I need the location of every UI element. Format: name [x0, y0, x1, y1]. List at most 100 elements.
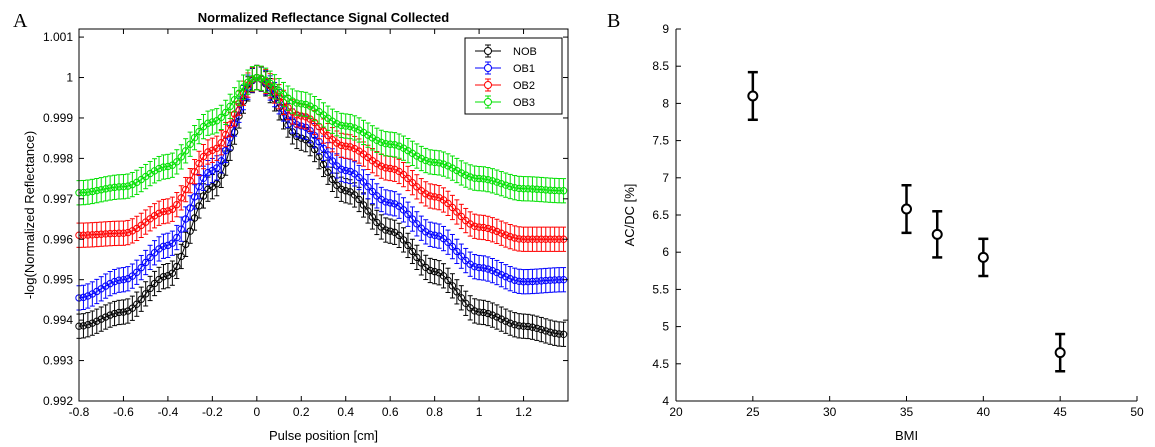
data-point: [542, 186, 550, 194]
data-point: [519, 235, 528, 243]
data-point: [559, 330, 568, 338]
data-point: [204, 185, 212, 193]
data-point: [350, 124, 359, 132]
x-axis-label-b: BMI: [895, 428, 918, 443]
data-point: [546, 328, 554, 336]
data-point: [555, 186, 563, 195]
data-point: [324, 131, 332, 140]
data-point: [484, 309, 492, 318]
data-point: [110, 229, 119, 238]
data-point: [426, 192, 434, 200]
data-point: [204, 168, 212, 177]
legend-entry-ob2: OB2: [475, 78, 535, 92]
data-point: [502, 231, 510, 239]
x-tick-label: 0.2: [293, 405, 310, 419]
data-point: [101, 230, 110, 238]
data-point: [159, 272, 168, 281]
legend-marker: [484, 98, 492, 106]
data-point: [199, 152, 208, 161]
data-point: [542, 276, 550, 285]
data-point: [555, 235, 563, 243]
series-ob3: [75, 64, 568, 206]
data-point: [435, 193, 443, 202]
data-point: [550, 186, 559, 195]
data-point: [493, 313, 501, 321]
data-point: [417, 224, 425, 232]
y-tick-label: 4: [662, 394, 669, 408]
data-point: [542, 327, 550, 335]
data-point: [484, 265, 492, 273]
data-point: [542, 235, 550, 243]
data-point: [382, 226, 390, 234]
data-point: [426, 158, 434, 166]
data-point: [319, 160, 328, 169]
data-point: [164, 271, 172, 280]
y-tick-label: 0.992: [43, 394, 73, 408]
data-point: [399, 170, 408, 179]
data-point: [462, 171, 470, 179]
data-point: [342, 187, 350, 195]
data-point: [119, 275, 128, 284]
data-point: [408, 178, 417, 187]
data-point: [181, 240, 190, 249]
data-point: [186, 204, 194, 212]
data-point: [355, 195, 363, 204]
data-point: [510, 276, 519, 284]
data-point: [497, 229, 506, 237]
y-tick-label: 6: [662, 245, 669, 259]
data-point: [493, 178, 501, 186]
data-point: [510, 321, 519, 329]
data-point: [79, 231, 88, 239]
data-point: [1054, 347, 1066, 359]
data-point: [190, 193, 199, 201]
data-point: [84, 292, 92, 300]
x-tick-label: 50: [1130, 405, 1144, 419]
data-point: [333, 139, 341, 147]
data-point: [173, 200, 181, 209]
data-point: [524, 322, 532, 331]
x-tick-label: -0.8: [69, 405, 90, 419]
data-point: [515, 235, 523, 243]
data-point: [475, 174, 483, 183]
data-point: [346, 167, 354, 176]
data-point: [390, 200, 399, 208]
legend-marker: [484, 64, 492, 72]
data-point: [546, 186, 554, 194]
data-point: [359, 201, 368, 209]
x-tick-label: -0.4: [158, 405, 179, 419]
data-point: [510, 234, 519, 242]
data-point: [150, 167, 159, 175]
data-point: [462, 256, 470, 265]
data-point: [164, 162, 172, 171]
x-tick-label: 0.8: [426, 405, 443, 419]
x-tick-label: 40: [977, 405, 991, 419]
data-point: [466, 220, 474, 228]
data-point: [150, 212, 159, 220]
data-point: [270, 83, 279, 91]
y-tick-label: 1.001: [43, 30, 73, 44]
x-tick-label: 20: [669, 405, 683, 419]
data-point: [515, 277, 523, 286]
x-tick-label: 35: [900, 405, 914, 419]
data-point: [146, 253, 154, 262]
data-point: [115, 229, 123, 237]
data-point: [359, 178, 368, 186]
data-point: [181, 147, 190, 155]
y-tick-label: 0.995: [43, 273, 73, 287]
y-tick-label: 5: [662, 320, 669, 334]
y-axis-label-b: AC/DC [%]: [622, 184, 637, 247]
x-tick-label: 45: [1053, 405, 1067, 419]
data-point: [390, 165, 399, 173]
data-point: [204, 119, 212, 127]
legend-label: OB3: [513, 97, 535, 109]
data-point: [537, 235, 546, 243]
data-point: [377, 138, 385, 147]
data-point: [373, 159, 381, 168]
data-point: [457, 294, 466, 302]
y-tick-label: 0.993: [43, 354, 73, 368]
data-point: [417, 154, 425, 163]
data-point: [395, 202, 403, 210]
data-point: [510, 183, 519, 192]
data-point: [488, 266, 497, 275]
